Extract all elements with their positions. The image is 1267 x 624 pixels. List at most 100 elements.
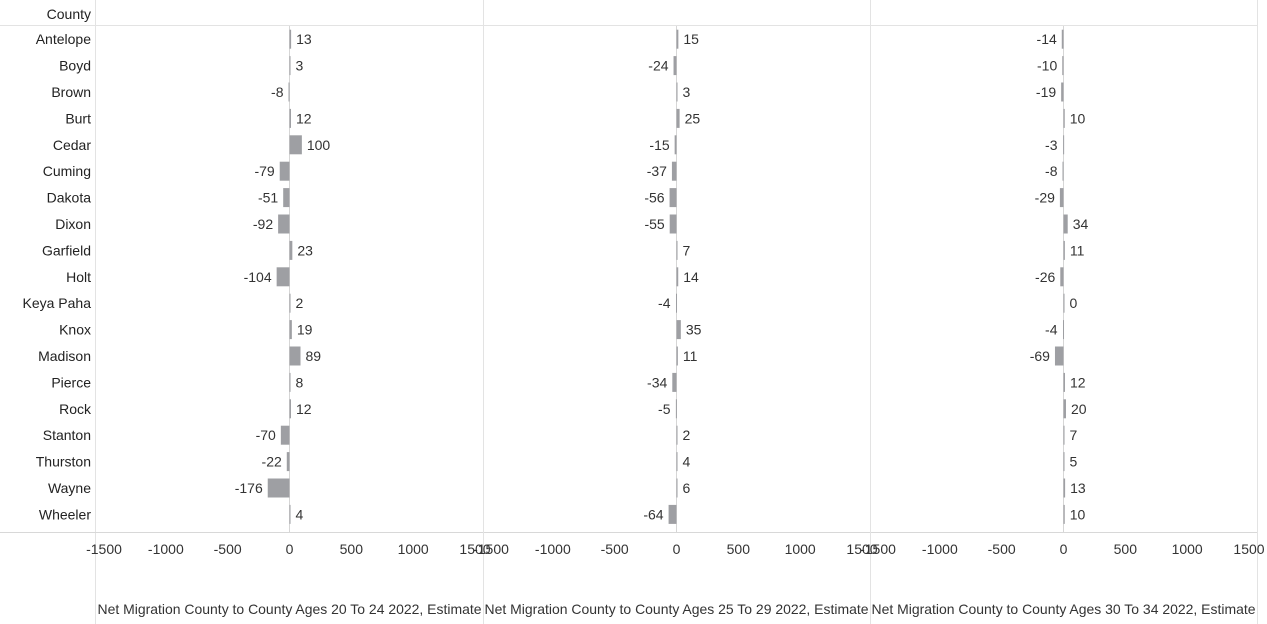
category-label: Holt — [66, 269, 91, 285]
category-label: Dakota — [47, 190, 92, 206]
bar — [289, 293, 291, 313]
bar — [289, 399, 291, 419]
tick-label: 1500 — [459, 541, 490, 557]
axis-title: Net Migration County to County Ages 25 T… — [485, 601, 869, 617]
bar — [676, 478, 678, 498]
tick-label: 1500 — [1233, 541, 1264, 557]
data-label: -37 — [647, 163, 667, 179]
bar — [673, 56, 677, 76]
bar — [283, 188, 290, 208]
bar — [676, 108, 680, 128]
bar — [280, 425, 290, 445]
data-label: -5 — [658, 401, 671, 417]
data-label: 10 — [1070, 110, 1086, 126]
category-label: Pierce — [51, 374, 91, 390]
data-label: 8 — [296, 374, 304, 390]
bar — [289, 504, 291, 524]
data-label: -29 — [1035, 190, 1055, 206]
bar — [1063, 372, 1065, 392]
data-label: 15 — [683, 31, 699, 47]
bar — [289, 29, 292, 49]
bar — [278, 214, 290, 234]
tick-label: 0 — [286, 541, 294, 557]
tick-label: -1000 — [535, 541, 571, 557]
data-label: 13 — [1070, 480, 1086, 496]
tick-label: 500 — [1114, 541, 1138, 557]
data-label: -69 — [1030, 348, 1050, 364]
tick-label: 500 — [727, 541, 751, 557]
bar — [1060, 267, 1064, 287]
data-label: 11 — [683, 348, 698, 364]
category-label: Antelope — [36, 31, 91, 47]
category-label: Stanton — [43, 427, 91, 443]
bar — [1063, 214, 1068, 234]
bar — [276, 267, 290, 287]
bar — [267, 478, 290, 498]
bar — [676, 452, 678, 472]
bar — [1054, 346, 1064, 366]
category-label: Cuming — [43, 163, 91, 179]
tick-label: -500 — [601, 541, 629, 557]
data-label: 23 — [297, 242, 313, 258]
bar — [672, 372, 677, 392]
data-label: -56 — [644, 190, 664, 206]
bar — [1062, 56, 1064, 76]
bar — [676, 346, 678, 366]
bar — [668, 504, 677, 524]
tick-label: -500 — [214, 541, 242, 557]
data-label: -4 — [658, 295, 671, 311]
category-label: Brown — [51, 84, 91, 100]
bar — [1063, 293, 1065, 313]
category-label: Madison — [38, 348, 91, 364]
bar — [1061, 82, 1064, 102]
data-label: 3 — [683, 84, 691, 100]
bar — [1063, 320, 1065, 340]
data-label: -34 — [647, 374, 667, 390]
bar — [669, 188, 677, 208]
bar — [676, 240, 678, 260]
data-label: -104 — [244, 269, 272, 285]
data-label: 4 — [296, 506, 304, 522]
data-label: -8 — [1045, 163, 1058, 179]
tick-label: 1000 — [398, 541, 429, 557]
bar — [289, 135, 302, 155]
bar — [289, 240, 293, 260]
bar — [289, 108, 291, 128]
data-label: -70 — [256, 427, 276, 443]
bar — [1063, 240, 1065, 260]
data-label: -26 — [1035, 269, 1055, 285]
data-label: 12 — [296, 110, 312, 126]
bar — [1059, 188, 1064, 208]
bar — [675, 399, 677, 419]
tick-label: 500 — [340, 541, 364, 557]
bar — [676, 267, 679, 287]
data-label: 12 — [296, 401, 312, 417]
bar — [1063, 135, 1065, 155]
bar — [1063, 108, 1065, 128]
data-label: -15 — [649, 137, 669, 153]
bar — [676, 293, 678, 313]
data-label: 7 — [1070, 427, 1078, 443]
data-label: 34 — [1073, 216, 1089, 232]
row-header: County — [46, 6, 91, 22]
data-label: -14 — [1037, 31, 1057, 47]
data-label: -4 — [1045, 322, 1058, 338]
data-label: 13 — [296, 31, 312, 47]
data-label: 20 — [1071, 401, 1087, 417]
category-label: Cedar — [53, 137, 91, 153]
tick-label: 1000 — [1172, 541, 1203, 557]
category-label: Knox — [59, 322, 91, 338]
data-label: 25 — [685, 110, 701, 126]
bar — [289, 56, 291, 76]
data-label: 35 — [686, 322, 702, 338]
bar — [288, 82, 290, 102]
bar — [674, 135, 677, 155]
data-label: 2 — [683, 427, 691, 443]
data-label: 14 — [683, 269, 699, 285]
data-label: -3 — [1045, 137, 1058, 153]
bar — [279, 161, 290, 181]
bar — [1061, 29, 1064, 49]
bar — [1063, 478, 1066, 498]
category-label: Rock — [59, 401, 92, 417]
tick-label: 1500 — [846, 541, 877, 557]
